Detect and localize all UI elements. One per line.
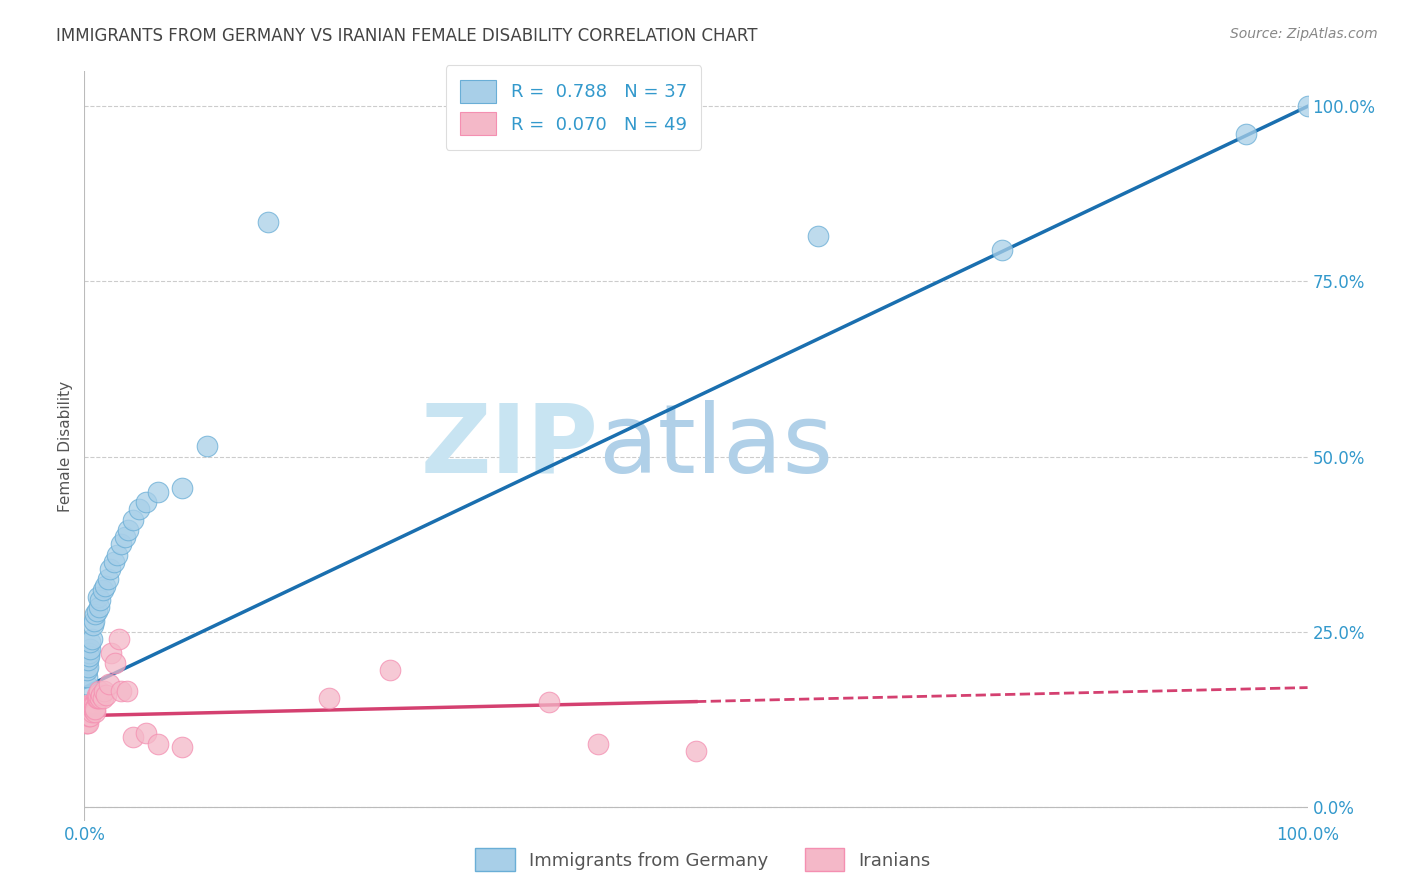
Text: ZIP: ZIP (420, 400, 598, 492)
Point (103, 555, 125, 569)
Point (117, 523, 139, 537)
Point (76, 708, 98, 723)
Point (76, 670, 98, 684)
Point (76, 663, 98, 677)
Point (82, 698, 104, 712)
Point (105, 548, 128, 562)
Point (257, 215, 280, 229)
Point (77, 649, 100, 664)
Point (77, 698, 100, 712)
Point (93, 684, 115, 698)
Point (146, 484, 169, 499)
Point (77, 659, 100, 673)
Text: atlas: atlas (598, 400, 834, 492)
Point (77, 715, 100, 730)
Text: Source: ZipAtlas.com: Source: ZipAtlas.com (1230, 27, 1378, 41)
Point (84, 607, 107, 621)
Point (86, 603, 108, 617)
Point (75, 677, 97, 691)
Point (135, 726, 157, 740)
Point (80, 698, 103, 712)
Point (146, 737, 169, 751)
Point (77, 652, 100, 666)
Point (87, 600, 110, 615)
Point (87, 590, 110, 604)
Point (87, 691, 110, 706)
Point (91, 582, 114, 597)
Point (77, 708, 100, 723)
Point (128, 502, 150, 516)
Point (83, 701, 105, 715)
Point (107, 632, 129, 646)
Point (82, 617, 104, 632)
Point (122, 730, 145, 744)
Point (89, 593, 111, 607)
Point (79, 642, 101, 657)
Point (90, 688, 112, 702)
Point (82, 701, 104, 715)
Point (100, 646, 122, 660)
Point (77, 708, 100, 723)
Point (79, 701, 101, 715)
Point (807, 228, 830, 243)
Point (83, 614, 105, 628)
Point (172, 481, 194, 495)
Point (380, 663, 402, 677)
Point (135, 495, 157, 509)
Point (86, 691, 108, 706)
Y-axis label: Female Disability: Female Disability (58, 380, 73, 512)
Point (77, 701, 100, 715)
Point (97, 572, 120, 586)
Point (80, 632, 103, 646)
Point (75, 708, 97, 723)
Point (87, 688, 110, 702)
Point (80, 705, 103, 719)
Point (91, 691, 114, 706)
Point (98, 561, 121, 575)
Point (84, 705, 107, 719)
Point (586, 737, 609, 751)
Point (79, 698, 101, 712)
Point (75, 715, 97, 730)
Point (110, 684, 132, 698)
Legend: R =  0.788   N = 37, R =  0.070   N = 49: R = 0.788 N = 37, R = 0.070 N = 49 (446, 65, 702, 150)
Point (79, 708, 101, 723)
Point (172, 740, 194, 755)
Point (77, 646, 100, 660)
Legend: Immigrants from Germany, Iranians: Immigrants from Germany, Iranians (468, 841, 938, 879)
Text: IMMIGRANTS FROM GERMANY VS IRANIAN FEMALE DISABILITY CORRELATION CHART: IMMIGRANTS FROM GERMANY VS IRANIAN FEMAL… (56, 27, 758, 45)
Point (80, 701, 103, 715)
Point (195, 439, 218, 453)
Point (75, 701, 97, 715)
Point (115, 684, 138, 698)
Point (114, 530, 136, 544)
Point (1296, 99, 1319, 113)
Point (538, 695, 561, 709)
Point (79, 635, 101, 649)
Point (122, 512, 145, 526)
Point (685, 743, 707, 757)
Point (89, 691, 111, 706)
Point (991, 243, 1014, 257)
Point (76, 701, 98, 715)
Point (110, 537, 132, 551)
Point (86, 688, 108, 702)
Point (83, 698, 105, 712)
Point (84, 701, 107, 715)
Point (76, 715, 98, 730)
Point (1236, 128, 1258, 142)
Point (77, 705, 100, 719)
Point (97, 677, 120, 691)
Point (87, 684, 110, 698)
Point (318, 691, 340, 706)
Point (94, 579, 117, 593)
Point (96, 688, 118, 702)
Point (104, 656, 127, 670)
